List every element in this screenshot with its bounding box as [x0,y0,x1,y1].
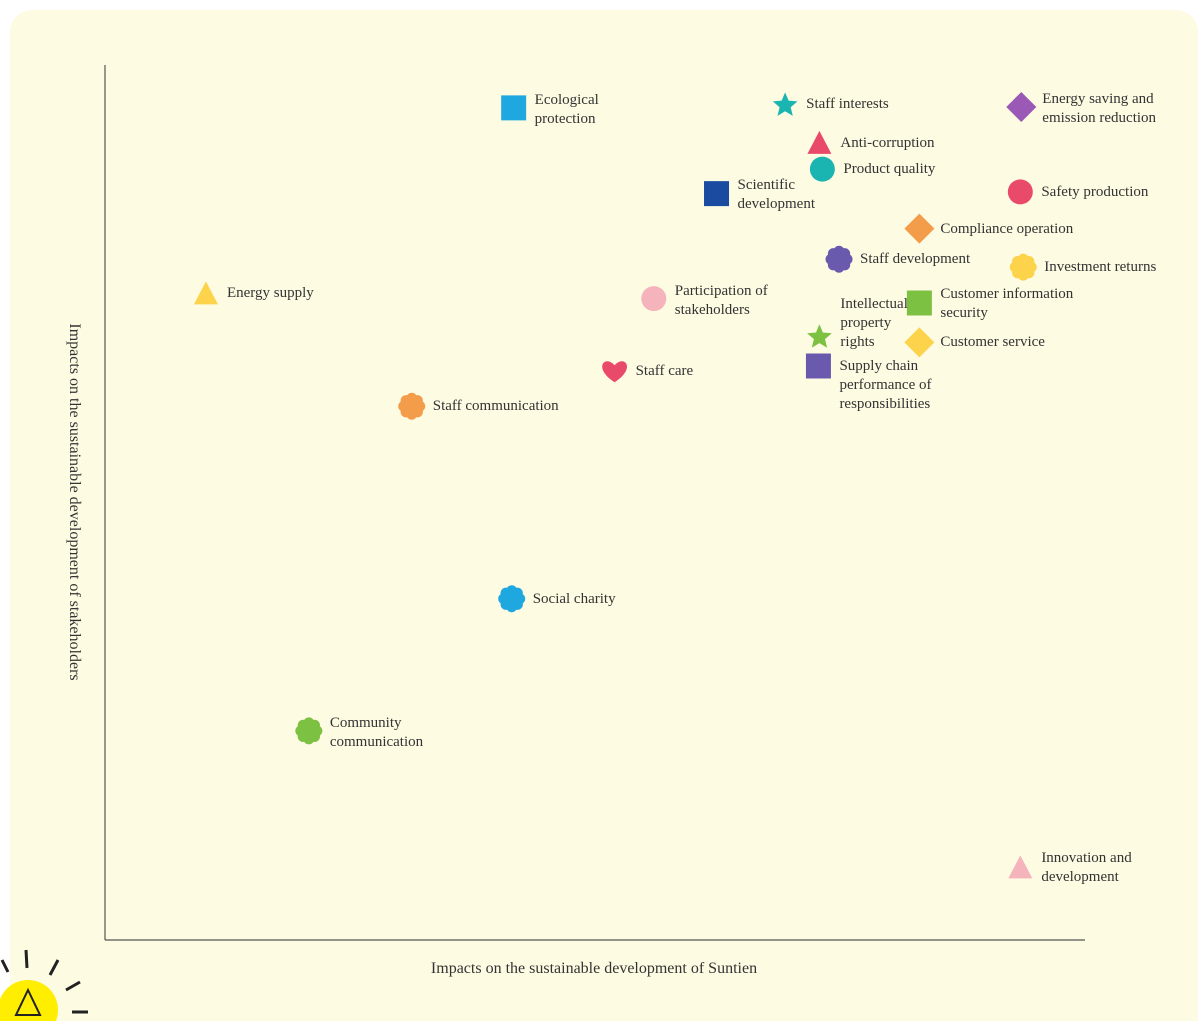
point-label: Investment returns [1044,259,1157,276]
marker [602,361,627,383]
y-axis-title: Impacts on the sustainable development o… [66,323,83,680]
marker [805,353,831,379]
point-label: Community communication [329,714,424,750]
marker [906,290,932,316]
marker [398,392,426,420]
marker [772,92,798,116]
point-label: Scientific development [737,176,815,212]
marker [641,286,667,312]
point-label: Staff communication [432,398,559,415]
marker [295,717,323,745]
point-label: Energy supply [226,285,314,302]
point-label: Product quality [843,161,936,178]
point-label: Customer service [940,334,1045,351]
point-label: Compliance operation [940,220,1074,237]
marker [807,130,832,154]
marker [904,327,935,358]
point-label: Energy saving and emission reduction [1042,91,1157,126]
x-axis-title: Impacts on the sustainable development o… [431,960,757,977]
point-label: Customer information security [940,286,1074,321]
marker [807,324,832,348]
marker [1009,253,1037,281]
marker [193,281,218,305]
background [10,10,1198,1021]
point-label: Innovation and development [1041,850,1132,886]
marker [1006,92,1037,122]
point-label: Intellectual property rights [840,296,908,351]
point-label: Participation of stakeholders [674,282,768,318]
point-label: Social charity [532,590,616,607]
decor-icon [0,949,88,1021]
marker [498,585,526,613]
marker [825,245,853,273]
marker [501,95,527,121]
marker [809,156,835,182]
point-label: Ecological protection [534,91,599,127]
point-label: Safety production [1041,183,1149,200]
point-label: Staff interests [806,96,889,113]
marker [904,213,935,244]
marker [1007,179,1033,205]
marker [1008,855,1033,879]
marker [704,181,730,207]
point-label: Staff development [860,251,971,268]
point-label: Anti-corruption [840,134,935,151]
point-label: Supply chain performance of responsibili… [839,358,932,412]
point-label: Staff care [635,363,694,380]
